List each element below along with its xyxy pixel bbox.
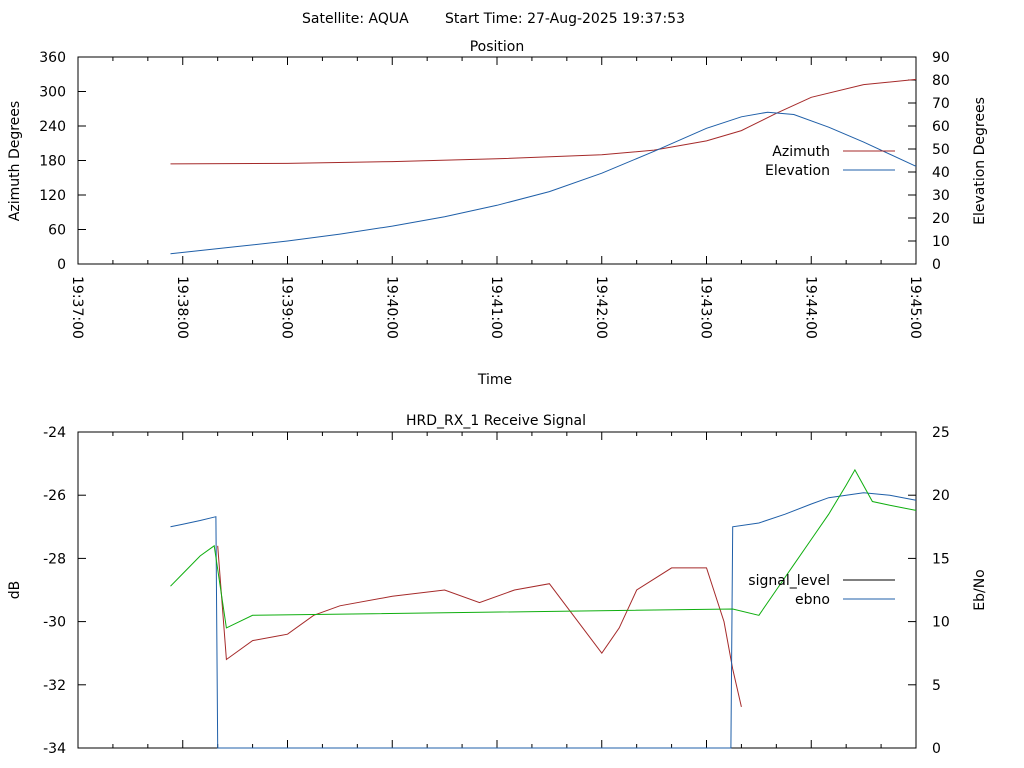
- x-tick-label: 19:40:00: [383, 276, 399, 339]
- y2-tick-label: 30: [932, 188, 950, 204]
- y-tick-label: -32: [43, 678, 66, 694]
- x-tick-label: 19:37:00: [69, 276, 85, 339]
- position-title: Position: [470, 39, 525, 55]
- y-tick-label: -28: [43, 551, 66, 567]
- legend-label-ebno: ebno: [795, 592, 830, 608]
- signal-legend: signal_level ebno: [748, 573, 895, 608]
- y2-tick-label: 0: [932, 257, 941, 273]
- x-tick-label: 19:39:00: [279, 276, 295, 339]
- y2-tick-label: 50: [932, 142, 950, 158]
- position-legend: Azimuth Elevation: [765, 144, 895, 179]
- legend-label-azimuth: Azimuth: [772, 144, 830, 160]
- position-chart: Position 0 60 120 180 240 300 360 0 10 20 30 40 50 60…: [7, 39, 988, 388]
- x-tick-label: 19:45:00: [907, 276, 923, 339]
- y-tick-label: 360: [39, 50, 66, 66]
- y2-tick-label: 5: [932, 678, 941, 694]
- signal-ticks: -34 -32 -30 -28 -26 -24 0 5 10 15 20 25: [43, 425, 950, 757]
- y2-tick-label: 0: [932, 741, 941, 757]
- series-line-signal-level: [217, 545, 742, 708]
- y-tick-label: 180: [39, 154, 66, 170]
- y2-tick-label: 15: [932, 551, 950, 567]
- y-tick-label: 240: [39, 119, 66, 135]
- y2-tick-label: 60: [932, 119, 950, 135]
- x-tick-label: 19:44:00: [802, 276, 818, 339]
- signal-chart: HRD_RX_1 Receive Signal -34-32-30-28-26-…: [7, 413, 988, 757]
- y2-tick-label: 70: [932, 96, 950, 112]
- x-tick-label: 19:42:00: [593, 276, 609, 339]
- signal-y-label: dB: [7, 581, 23, 600]
- y-tick-label: 60: [48, 223, 66, 239]
- series-line-Elevation: [170, 111, 917, 255]
- series-line-ebno: [170, 492, 917, 749]
- signal-plot-frame: [77, 431, 917, 749]
- position-plot-frame: [77, 56, 917, 265]
- header-satellite: Satellite: AQUA: [302, 11, 409, 27]
- x-tick-label: 19:38:00: [174, 276, 190, 339]
- series-line-Azimuth: [170, 78, 917, 165]
- header-start-time: Start Time: 27-Aug-2025 19:37:53: [445, 11, 685, 27]
- legend-label-elevation: Elevation: [765, 163, 830, 179]
- y2-tick-label: 40: [932, 165, 950, 181]
- y2-tick-label: 20: [932, 211, 950, 227]
- series-line-ebno-snr-trace: [170, 468, 917, 629]
- position-ticks: 0 60 120 180 240 300 360 0 10 20 30 40 50 60 70 80 90 19:…: [39, 50, 950, 339]
- x-tick-label: 19:41:00: [488, 276, 504, 339]
- y-tick-label: 0: [57, 257, 66, 273]
- y-tick-label: -26: [43, 488, 66, 504]
- y-tick-label: -24: [43, 425, 66, 441]
- y-tick-label: 300: [39, 85, 66, 101]
- position-y2-label: Elevation Degrees: [972, 97, 988, 225]
- x-tick-label: 19:43:00: [698, 276, 714, 339]
- y-tick-label: 120: [39, 188, 66, 204]
- position-y-label: Azimuth Degrees: [7, 101, 23, 221]
- y-tick-label: -34: [43, 741, 66, 757]
- y2-tick-label: 80: [932, 73, 950, 89]
- y2-tick-label: 25: [932, 425, 950, 441]
- y2-tick-label: 10: [932, 615, 950, 631]
- y2-tick-label: 90: [932, 50, 950, 66]
- y-tick-label: -30: [43, 615, 66, 631]
- y2-tick-label: 10: [932, 234, 950, 250]
- signal-series: [170, 468, 917, 749]
- signal-title: HRD_RX_1 Receive Signal: [406, 413, 586, 429]
- signal-y2-label: Eb/No: [972, 569, 988, 611]
- position-x-label: Time: [477, 372, 512, 388]
- y2-tick-label: 20: [932, 488, 950, 504]
- legend-label-signal-level: signal_level: [748, 573, 830, 589]
- position-series: [170, 78, 917, 255]
